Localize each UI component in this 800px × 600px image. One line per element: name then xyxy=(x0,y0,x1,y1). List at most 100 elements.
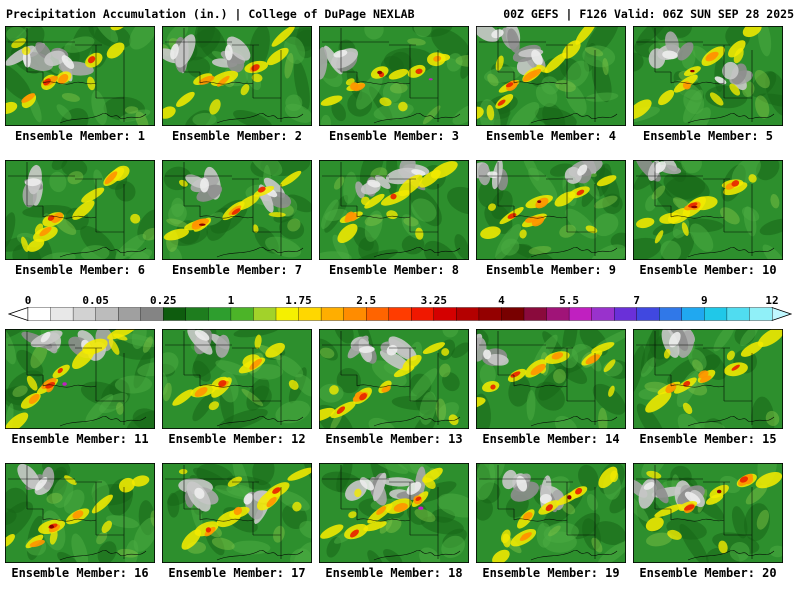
colorbar-tick: 9 xyxy=(701,294,708,307)
state-borders xyxy=(165,465,304,561)
colorbar-cell xyxy=(275,307,299,321)
precip-map xyxy=(5,160,155,260)
map-frame xyxy=(5,463,155,563)
map-frame xyxy=(633,160,783,260)
ensemble-member-label: Ensemble Member: 19 xyxy=(482,566,620,580)
ensemble-panel-13: Ensemble Member: 13 xyxy=(319,329,469,447)
state-borders xyxy=(165,331,304,427)
map-frame xyxy=(162,160,312,260)
colorbar-cell xyxy=(253,307,277,321)
colorbar-cell xyxy=(163,307,187,321)
colorbar-tick: 1 xyxy=(227,294,235,307)
ensemble-grid-top: Ensemble Member: 1 Ensemble Member: 2 En… xyxy=(0,26,800,278)
colorbar-tick: 5.5 xyxy=(559,294,580,307)
colorbar-tick: 7 xyxy=(633,294,641,307)
map-frame xyxy=(476,26,626,126)
map-frame xyxy=(633,26,783,126)
state-borders xyxy=(479,162,618,258)
colorbar-cell xyxy=(298,307,322,321)
colorbar-cell xyxy=(659,307,683,321)
colorbar: 0 0.05 0.25 1 1.75 2.5 3.25 4 5.5 7 9 12 xyxy=(8,294,792,321)
colorbar-cell xyxy=(95,307,119,321)
colorbar-cell xyxy=(546,307,570,321)
map-frame xyxy=(162,329,312,429)
model-run-info: 00Z GEFS | F126 Valid: 06Z SUN SEP 28 20… xyxy=(503,7,794,21)
precip-map xyxy=(5,26,155,126)
colorbar-cell xyxy=(27,307,51,321)
map-frame xyxy=(476,329,626,429)
precip-map xyxy=(319,463,469,563)
colorbar-tick: 2.5 xyxy=(356,294,377,307)
ensemble-member-label: Ensemble Member: 2 xyxy=(171,129,303,143)
colorbar-cell xyxy=(433,307,457,321)
colorbar-cell xyxy=(118,307,142,321)
colorbar-cell xyxy=(681,307,705,321)
state-borders xyxy=(322,465,461,561)
precip-map xyxy=(5,463,155,563)
ensemble-panel-11: Ensemble Member: 11 xyxy=(5,329,155,447)
colorbar-cell xyxy=(478,307,502,321)
colorbar-cell xyxy=(320,307,345,321)
map-frame xyxy=(162,26,312,126)
map-frame xyxy=(319,26,469,126)
precip-map xyxy=(162,160,312,260)
map-frame xyxy=(476,160,626,260)
precip-map xyxy=(162,329,312,429)
ensemble-panel-16: Ensemble Member: 16 xyxy=(5,463,155,581)
ensemble-panel-15: Ensemble Member: 15 xyxy=(633,329,783,447)
precip-map xyxy=(476,26,626,126)
colorbar-right-arrow xyxy=(771,307,792,321)
state-borders xyxy=(636,465,775,561)
state-borders xyxy=(8,28,147,124)
colorbar-cell xyxy=(140,307,164,321)
ensemble-panel-8: Ensemble Member: 8 xyxy=(319,160,469,278)
ensemble-member-label: Ensemble Member: 9 xyxy=(485,263,617,277)
precip-map xyxy=(319,26,469,126)
product-title: Precipitation Accumulation (in.) | Colle… xyxy=(6,7,415,21)
ensemble-member-label: Ensemble Member: 7 xyxy=(171,263,303,277)
colorbar-cell xyxy=(726,307,750,321)
map-frame xyxy=(5,26,155,126)
state-borders xyxy=(636,28,775,124)
map-frame xyxy=(319,160,469,260)
ensemble-panel-20: Ensemble Member: 20 xyxy=(633,463,783,581)
precip-map xyxy=(162,26,312,126)
ensemble-panel-6: Ensemble Member: 6 xyxy=(5,160,155,278)
colorbar-tick: 4 xyxy=(498,294,505,307)
ensemble-member-label: Ensemble Member: 3 xyxy=(328,129,460,143)
colorbar-tick: 0.05 xyxy=(82,294,109,307)
ensemble-member-label: Ensemble Member: 13 xyxy=(325,432,463,446)
colorbar-ticks: 0 0.05 0.25 1 1.75 2.5 3.25 4 5.5 7 9 12 xyxy=(8,294,792,307)
ensemble-member-label: Ensemble Member: 18 xyxy=(325,566,463,580)
state-borders xyxy=(479,28,618,124)
ensemble-member-label: Ensemble Member: 16 xyxy=(11,566,149,580)
map-frame xyxy=(162,463,312,563)
map-frame xyxy=(319,463,469,563)
colorbar-cell xyxy=(72,307,97,321)
state-borders xyxy=(165,162,304,258)
colorbar-bar xyxy=(8,307,792,321)
precip-map xyxy=(162,463,312,563)
precip-map xyxy=(633,160,783,260)
ensemble-panel-2: Ensemble Member: 2 xyxy=(162,26,312,144)
state-borders xyxy=(165,28,304,124)
colorbar-cell xyxy=(366,307,390,321)
map-frame xyxy=(633,329,783,429)
ensemble-member-label: Ensemble Member: 12 xyxy=(168,432,306,446)
colorbar-cell xyxy=(568,307,593,321)
colorbar-cell xyxy=(185,307,209,321)
ensemble-member-label: Ensemble Member: 10 xyxy=(639,263,777,277)
map-frame xyxy=(633,463,783,563)
ensemble-member-label: Ensemble Member: 8 xyxy=(328,263,460,277)
colorbar-cell xyxy=(749,307,773,321)
ensemble-panel-5: Ensemble Member: 5 xyxy=(633,26,783,144)
colorbar-cell xyxy=(523,307,547,321)
precip-map xyxy=(633,463,783,563)
precip-map xyxy=(319,160,469,260)
ensemble-member-label: Ensemble Member: 6 xyxy=(14,263,146,277)
map-frame xyxy=(476,463,626,563)
state-borders xyxy=(636,331,775,427)
ensemble-panel-9: Ensemble Member: 9 xyxy=(476,160,626,278)
precip-map xyxy=(476,329,626,429)
